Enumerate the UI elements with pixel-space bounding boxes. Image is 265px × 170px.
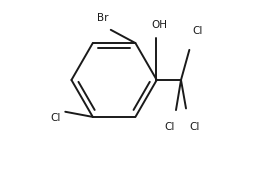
Text: Br: Br: [97, 13, 108, 23]
Text: Cl: Cl: [164, 122, 174, 132]
Text: Cl: Cl: [193, 27, 203, 37]
Text: Cl: Cl: [50, 113, 61, 123]
Text: Cl: Cl: [189, 122, 200, 132]
Text: OH: OH: [151, 20, 167, 30]
